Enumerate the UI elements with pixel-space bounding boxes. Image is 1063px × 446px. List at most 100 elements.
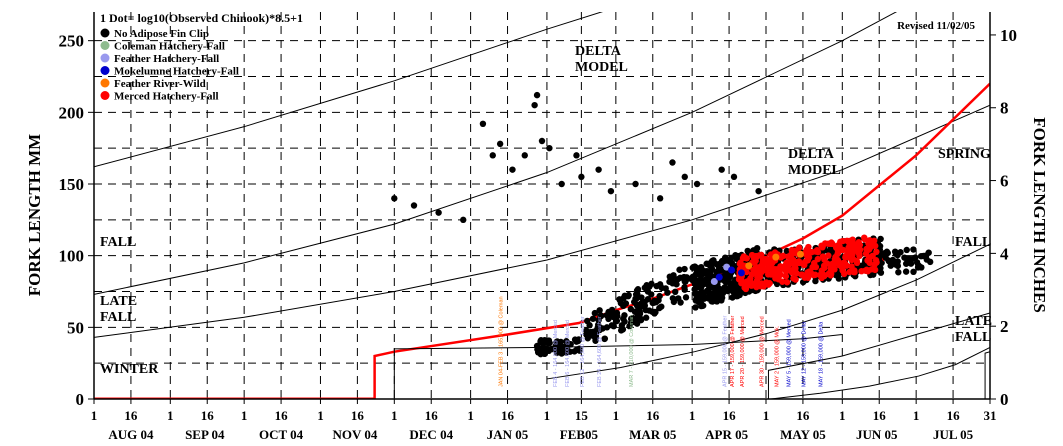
release-label: APR 30 - 159,000 @ Merced — [760, 316, 766, 387]
data-point — [718, 297, 725, 304]
data-point — [578, 173, 585, 181]
region-label: WINTER — [100, 362, 159, 377]
x-tick-label: 16 — [425, 408, 439, 423]
data-point — [658, 303, 665, 310]
data-point — [702, 269, 709, 276]
data-point — [782, 268, 790, 275]
data-point — [856, 241, 864, 249]
data-point — [853, 257, 860, 265]
region-label: FALL — [100, 235, 136, 250]
data-point — [887, 262, 894, 269]
chart-title: 1 Dot= log10(Observed Chinook)*8.5+1 — [100, 11, 303, 25]
y-tick-label-left: 150 — [59, 175, 85, 194]
data-point — [796, 259, 803, 267]
x-tick-label: 1 — [613, 408, 620, 423]
data-point — [861, 234, 868, 241]
data-point — [682, 294, 690, 301]
x-tick-label: 1 — [91, 408, 98, 423]
data-point — [850, 268, 858, 275]
data-point — [531, 101, 538, 109]
data-point — [715, 273, 723, 281]
data-point — [787, 251, 795, 258]
data-point — [537, 350, 544, 358]
data-point — [538, 137, 546, 145]
data-point — [848, 256, 856, 264]
data-point — [839, 265, 846, 272]
y-tick-label-right: 4 — [1000, 244, 1009, 263]
x-tick-label: 16 — [351, 408, 365, 423]
y-axis-right-label: FORK LENGTH INCHES — [1030, 117, 1049, 313]
data-point — [790, 275, 797, 282]
data-point — [910, 246, 917, 253]
data-point — [607, 187, 615, 195]
data-point — [889, 257, 896, 265]
data-point — [669, 280, 676, 287]
x-tick-label: 16 — [947, 408, 961, 423]
data-point — [902, 268, 910, 275]
release-label: FEB 12 - 164,600 @ Feather — [580, 316, 586, 387]
data-point — [629, 314, 636, 322]
data-point — [571, 348, 578, 355]
data-point — [496, 140, 504, 148]
data-point — [460, 216, 467, 224]
data-point — [821, 256, 828, 263]
data-point — [772, 253, 780, 261]
model-curves — [94, 12, 990, 399]
x-month-label: AUG 04 — [108, 427, 154, 442]
release-labels: JAN 04-FEB 3 - 165,000 @ Coleman FEB 4 - … — [499, 296, 825, 387]
data-point — [846, 268, 853, 276]
y-tick-label-left: 200 — [59, 103, 85, 122]
data-point — [613, 317, 621, 325]
model-curve — [94, 12, 898, 295]
data-point — [649, 308, 656, 315]
x-tick-label: 16 — [201, 408, 215, 423]
data-point — [725, 271, 733, 279]
data-point — [634, 302, 641, 310]
data-point — [805, 254, 813, 261]
data-point — [737, 260, 745, 268]
data-point — [864, 257, 871, 264]
data-point — [669, 295, 677, 302]
data-point — [827, 267, 834, 275]
data-point — [849, 251, 856, 258]
region-label: FALL — [100, 310, 136, 325]
data-point — [410, 202, 418, 209]
region-label: MODEL — [788, 163, 841, 178]
data-point — [559, 343, 567, 351]
step-line — [763, 312, 990, 399]
y-tick-label-left: 100 — [59, 247, 85, 266]
data-point — [772, 275, 779, 282]
x-tick-label: 1 — [763, 408, 770, 423]
data-point — [755, 187, 762, 195]
data-point — [764, 271, 772, 278]
data-point — [626, 322, 633, 330]
data-point — [632, 180, 639, 188]
release-label: APR 17 - 159,000 @ Feather — [730, 316, 736, 387]
legend-label: Feather River-Wild — [114, 78, 206, 90]
data-point — [677, 274, 684, 281]
data-point — [825, 252, 832, 259]
data-point — [633, 320, 641, 327]
release-label: MAR 7 - 310,000 @ Coleman — [629, 315, 635, 387]
model-curve — [770, 346, 990, 399]
data-point — [782, 273, 790, 280]
data-point — [601, 335, 609, 342]
data-point — [738, 276, 745, 283]
release-label: APR 15 - 159,000 @ Feather — [723, 316, 729, 387]
data-point — [558, 350, 565, 357]
data-point — [609, 313, 617, 321]
data-point — [692, 304, 699, 311]
data-point — [862, 250, 870, 257]
data-point — [892, 250, 900, 258]
data-point — [573, 152, 580, 159]
data-point — [842, 254, 849, 261]
region-label: MODEL — [575, 60, 628, 75]
x-tick-label: 16 — [275, 408, 289, 423]
legend-label: Coleman Hatchery-Fall — [114, 41, 225, 53]
revised-date: Revised 11/02/05 — [897, 20, 975, 32]
x-tick-label: 1 — [167, 408, 174, 423]
release-label: MAY 5 - 159,000 @ Merced — [787, 319, 793, 387]
data-point — [692, 290, 699, 298]
data-point — [618, 322, 626, 329]
